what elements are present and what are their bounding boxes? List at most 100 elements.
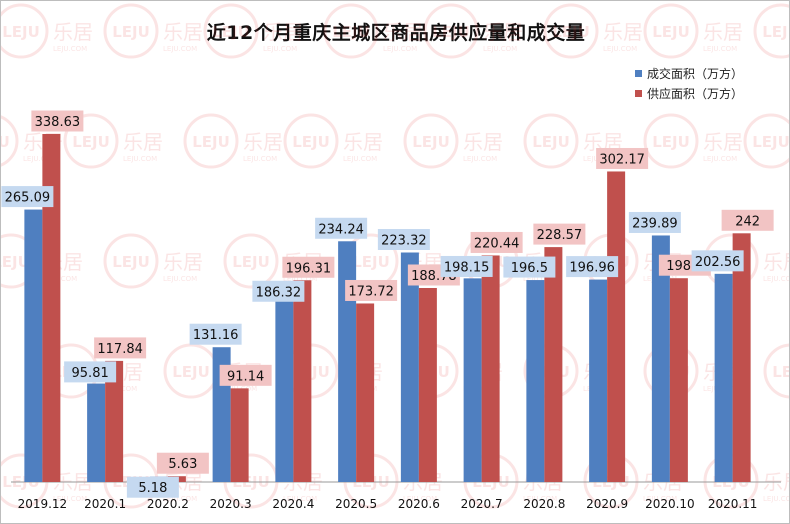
data-label-deal-bg: [566, 256, 619, 278]
data-label-deal: 234.24: [315, 217, 368, 239]
watermark-sub: LEJU.COM: [703, 45, 737, 53]
watermark-sub: LEJU.COM: [163, 45, 197, 53]
bar-supply: [293, 280, 312, 482]
data-label-deal-text: 95.81: [72, 366, 109, 381]
data-label-deal-bg: [315, 217, 368, 239]
data-label-supply: 117.84: [94, 337, 147, 359]
legend-swatch-deal: [635, 69, 642, 77]
data-label-supply-bg: [470, 231, 523, 253]
watermark-sub: LEJU.COM: [123, 155, 157, 163]
data-label-deal-text: 239.89: [632, 216, 678, 231]
watermark-sub: LEJU.COM: [523, 495, 557, 503]
watermark-sub: LEJU.COM: [763, 275, 790, 283]
legend-label-deal: 成交面积（万方）: [647, 66, 744, 81]
watermark-brand: LEJU: [192, 133, 230, 151]
data-label-deal: 239.89: [628, 211, 681, 233]
data-label-supply-text: 338.63: [35, 115, 81, 130]
data-label-supply-text: 91.14: [227, 369, 264, 384]
watermark-brand: LEJU: [232, 253, 270, 271]
data-label-deal-bg: [691, 250, 744, 272]
data-label-supply-text: 196.31: [286, 261, 332, 276]
watermark-sub: LEJU.COM: [523, 275, 557, 283]
watermark-sub: LEJU.COM: [53, 495, 87, 503]
data-label-deal-bg: [628, 211, 681, 233]
watermark-circle: [103, 233, 159, 289]
bar-supply: [732, 233, 751, 482]
data-label-deal-bg: [252, 280, 305, 302]
x-tick-label: 2020.10: [645, 497, 695, 511]
watermark-brand: LEJU: [772, 363, 790, 381]
watermark-brand: LEJU: [352, 253, 390, 271]
bar-deal: [463, 278, 482, 482]
watermark-circle: [763, 343, 789, 399]
watermark-cn: 乐居: [53, 20, 93, 44]
data-label-supply: 302.17: [596, 147, 649, 169]
data-label-deal: 186.32: [252, 280, 305, 302]
bar-supply: [230, 388, 249, 482]
data-label-supply-text: 228.57: [537, 228, 583, 243]
data-label-supply: 220.44: [470, 231, 523, 253]
watermark-sub: LEJU.COM: [283, 275, 317, 283]
data-label-supply-bg: [721, 209, 774, 231]
legend: 成交面积（万方） 供应面积（万方）: [635, 63, 743, 103]
watermark-cn: 乐居: [703, 130, 743, 154]
data-label-supply-bg: [219, 364, 272, 386]
bar-supply: [544, 247, 563, 482]
data-label-deal-bg: [377, 229, 430, 251]
data-label-deal: 196.5: [503, 256, 556, 278]
data-label-deal: 95.81: [64, 361, 117, 383]
x-tick-label: 2020.1: [84, 497, 126, 511]
watermark-circle: [643, 3, 699, 59]
watermark-cn: 乐居: [763, 250, 790, 274]
watermark-sub: LEJU.COM: [23, 155, 57, 163]
data-label-supply-text: 302.17: [599, 152, 645, 167]
bar-deal: [526, 280, 545, 482]
legend-label-supply: 供应面积（万方）: [647, 86, 744, 101]
data-label-supply: 196.31: [282, 256, 335, 278]
data-label-deal-bg: [189, 323, 242, 345]
watermark-brand: LEJU: [292, 133, 330, 151]
data-label-supply-bg: [156, 452, 209, 474]
watermark-sub: LEJU.COM: [383, 45, 417, 53]
data-label-deal: 198.15: [440, 255, 493, 277]
bar-deal: [714, 273, 733, 482]
watermark-brand: LEJU: [332, 23, 370, 41]
x-tick-label: 2020.5: [335, 497, 377, 511]
watermark-brand: LEJU: [552, 23, 590, 41]
bar-supply: [105, 360, 124, 482]
watermark-circle: [183, 113, 239, 169]
bar-deal: [24, 209, 43, 482]
data-label-deal: 131.16: [189, 323, 242, 345]
bar-supply: [669, 278, 688, 482]
watermark-brand: LEJU: [72, 133, 110, 151]
data-label-deal-text: 5.18: [138, 481, 167, 496]
watermark-brand: LEJU: [212, 23, 250, 41]
watermark-sub: LEJU.COM: [243, 155, 277, 163]
bar-deal: [589, 279, 608, 482]
watermark-cn: 乐居: [123, 130, 163, 154]
data-label-supply: 242: [721, 209, 774, 231]
watermark-sub: LEJU.COM: [763, 495, 790, 503]
watermark-circle: [1, 3, 49, 59]
watermark-circle: [203, 3, 259, 59]
watermark-circle: [423, 3, 479, 59]
data-label-supply-text: 242: [735, 214, 760, 229]
watermark-brand: LEJU: [652, 133, 690, 151]
watermark-cn: 乐居: [163, 20, 203, 44]
x-tick-label: 2019.12: [18, 497, 68, 511]
data-label-deal-text: 234.24: [318, 222, 364, 237]
legend-item-supply: 供应面积（万方）: [635, 83, 743, 103]
bar-deal: [275, 290, 294, 482]
x-tick-label: 2020.6: [398, 497, 440, 511]
